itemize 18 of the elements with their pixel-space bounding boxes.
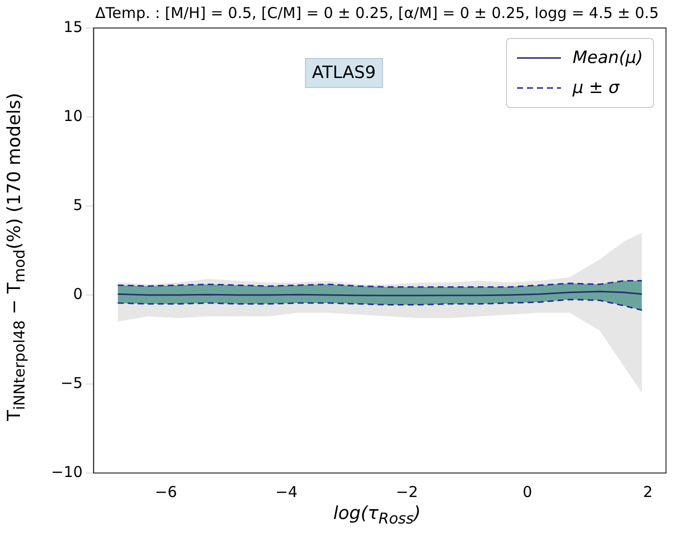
y-tick-label: −5 — [60, 374, 83, 392]
x-tick-label: 0 — [522, 482, 532, 501]
x-tick-label: −4 — [275, 482, 298, 501]
chart-title: ΔTemp. : [M/H] = 0.5, [C/M] = 0 ± 0.25, [α/M] = 0 ± 0.25, logg = 4.5 ± 0.5 — [95, 4, 659, 22]
x-axis-title: log(τ$_{Ross}$) — [332, 503, 422, 528]
x-tick-label: −2 — [396, 482, 418, 501]
line-series — [117, 298, 643, 311]
y-tick-label: 0 — [73, 284, 83, 303]
legend-label: Mean(μ) — [572, 48, 643, 68]
legend-label: μ ± σ — [572, 78, 620, 98]
line-series — [117, 280, 643, 288]
x-tick-label: −6 — [154, 482, 178, 501]
y-tick-label: 5 — [73, 196, 83, 214]
x-tick-label: 2 — [643, 482, 653, 501]
y-tick-label: 15 — [64, 18, 83, 36]
y-tick-label: −10 — [51, 462, 83, 481]
y-tick-label: 10 — [64, 106, 83, 125]
annotation: ATLAS9 — [305, 58, 383, 88]
